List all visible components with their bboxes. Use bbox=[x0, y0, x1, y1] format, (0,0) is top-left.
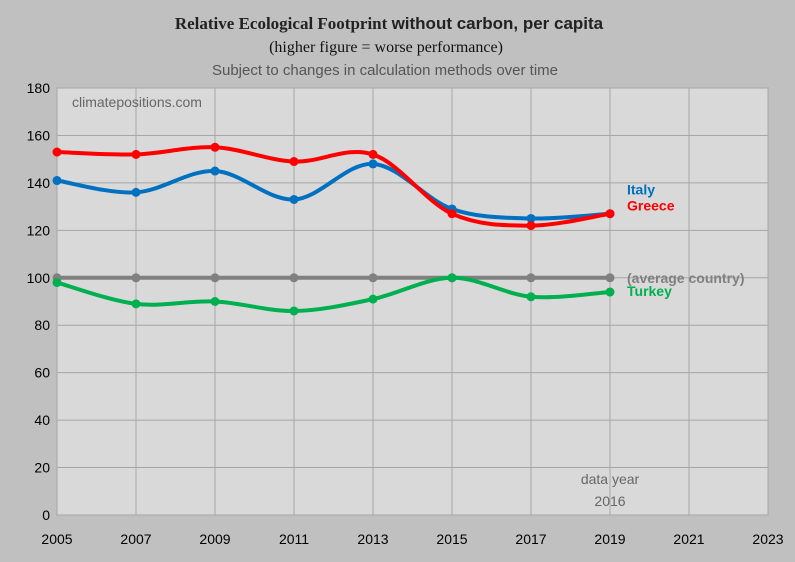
data-point-greece bbox=[210, 142, 220, 152]
x-tick-label: 2015 bbox=[436, 531, 467, 547]
y-tick-label: 20 bbox=[34, 460, 50, 476]
y-tick-label: 100 bbox=[27, 270, 51, 286]
chart-subtitle: (higher figure = worse performance) bbox=[269, 39, 503, 56]
data-point-italy bbox=[52, 176, 62, 186]
data-point-average-country bbox=[368, 273, 378, 283]
x-tick-label: 2005 bbox=[41, 531, 72, 547]
axis-layer: 0 20 40 60 80 100 120 140 160 180 2005 2007 2009 2011… bbox=[27, 80, 784, 547]
data-point-italy bbox=[368, 159, 378, 169]
data-year-label: data year bbox=[581, 471, 640, 487]
data-point-turkey bbox=[289, 306, 299, 316]
data-point-average-country bbox=[131, 273, 141, 283]
data-point-average-country bbox=[526, 273, 536, 283]
x-tick-label: 2013 bbox=[357, 531, 388, 547]
data-point-average-country bbox=[210, 273, 220, 283]
y-tick-label: 140 bbox=[27, 175, 51, 191]
chart-title: Relative Ecological Footprint without ca… bbox=[175, 14, 604, 33]
data-point-turkey bbox=[131, 299, 141, 309]
data-point-turkey bbox=[447, 273, 457, 283]
data-point-italy bbox=[526, 213, 536, 223]
x-tick-label: 2019 bbox=[594, 531, 625, 547]
data-point-italy bbox=[289, 194, 299, 204]
series-average-country bbox=[52, 273, 615, 283]
x-tick-label: 2011 bbox=[279, 531, 309, 547]
x-tick-label: 2023 bbox=[752, 531, 783, 547]
chart-title-plain: Relative Ecological Footprint bbox=[175, 14, 388, 33]
data-point-greece bbox=[447, 209, 457, 219]
series-line-italy bbox=[55, 161, 612, 221]
y-tick-label: 120 bbox=[27, 222, 51, 238]
data-point-turkey bbox=[605, 287, 615, 297]
series-label-average-country: (average country) bbox=[627, 270, 744, 286]
data-point-average-country bbox=[289, 273, 299, 283]
series-label-italy: Italy bbox=[627, 182, 655, 198]
data-point-turkey bbox=[52, 278, 62, 288]
x-tick-label: 2021 bbox=[673, 531, 704, 547]
watermark: climatepositions.com bbox=[72, 94, 202, 110]
y-tick-label: 160 bbox=[27, 127, 51, 143]
y-tick-label: 40 bbox=[34, 412, 50, 428]
x-tick-label: 2017 bbox=[515, 531, 546, 547]
y-tick-label: 80 bbox=[34, 317, 50, 333]
series-greece bbox=[52, 142, 615, 231]
data-point-greece bbox=[526, 221, 536, 231]
data-point-greece bbox=[605, 209, 615, 219]
data-point-average-country bbox=[605, 273, 615, 283]
chart-title-bold: without carbon, per capita bbox=[391, 14, 604, 33]
x-tick-label: 2007 bbox=[120, 531, 151, 547]
data-point-italy bbox=[210, 166, 220, 176]
series-layer bbox=[52, 142, 615, 316]
data-point-greece bbox=[131, 149, 141, 159]
series-label-turkey: Turkey bbox=[627, 283, 672, 299]
x-tick-label: 2009 bbox=[199, 531, 230, 547]
data-point-turkey bbox=[210, 297, 220, 306]
data-year-value: 2016 bbox=[594, 493, 625, 509]
data-point-greece bbox=[52, 147, 62, 157]
y-tick-label: 0 bbox=[42, 507, 50, 523]
series-line-greece bbox=[55, 145, 612, 228]
y-tick-label: 60 bbox=[34, 365, 50, 381]
series-turkey bbox=[52, 273, 615, 316]
series-label-greece: Greece bbox=[627, 198, 675, 214]
data-point-italy bbox=[131, 187, 141, 197]
data-point-greece bbox=[368, 149, 378, 159]
data-point-turkey bbox=[368, 294, 378, 304]
y-tick-label: 180 bbox=[27, 80, 51, 96]
data-point-greece bbox=[289, 157, 299, 167]
chart-note: Subject to changes in calculation method… bbox=[212, 62, 558, 79]
data-point-turkey bbox=[526, 292, 536, 302]
